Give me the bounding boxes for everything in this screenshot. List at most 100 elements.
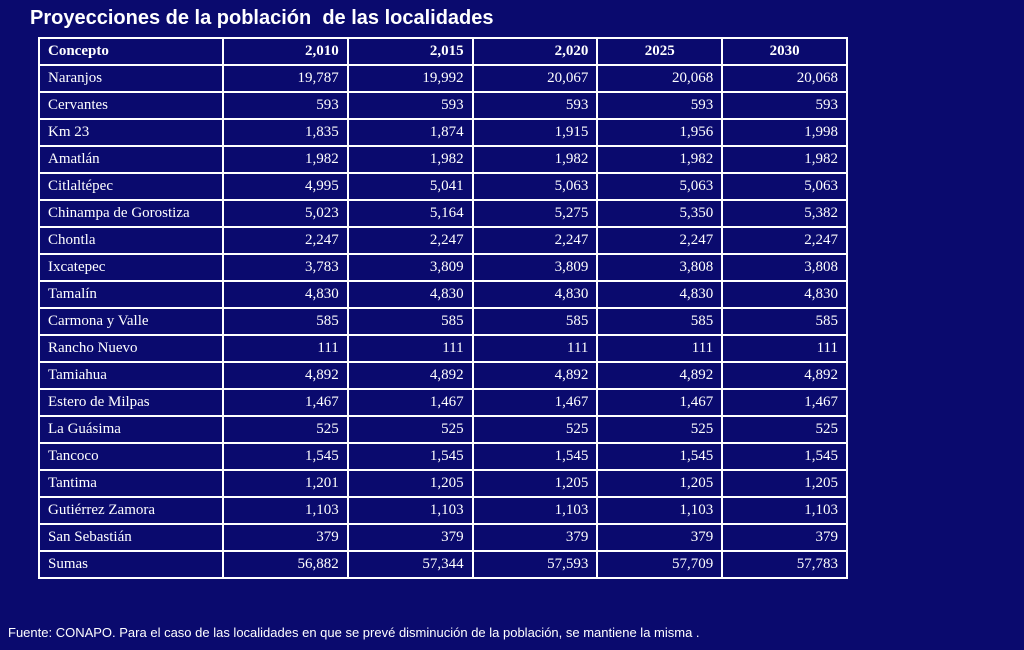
population-value-cell: 1,545 — [346, 442, 474, 471]
population-value-cell: 1,915 — [471, 118, 599, 147]
locality-name-cell: Gutiérrez Zamora — [38, 496, 224, 525]
population-value-cell: 4,830 — [222, 280, 349, 309]
population-value-cell: 1,205 — [471, 469, 599, 498]
population-value-cell: 57,593 — [471, 550, 599, 579]
population-value-cell: 2,247 — [721, 226, 848, 255]
table-row: Sumas 56,882 57,344 57,593 57,709 57,783 — [38, 550, 848, 579]
table-row: Carmona y Valle 585 585 585 585 585 — [38, 307, 848, 336]
population-value-cell: 1,956 — [596, 118, 724, 147]
population-value-cell: 1,103 — [471, 496, 599, 525]
population-value-cell: 111 — [346, 334, 474, 363]
population-value-cell: 111 — [471, 334, 599, 363]
population-value-cell: 2,247 — [596, 226, 724, 255]
population-value-cell: 20,068 — [721, 64, 848, 93]
locality-name-cell: Carmona y Valle — [38, 307, 224, 336]
column-header-2025: 2025 — [596, 37, 724, 66]
population-value-cell: 1,982 — [596, 145, 724, 174]
population-value-cell: 1,205 — [721, 469, 848, 498]
population-value-cell: 5,164 — [346, 199, 474, 228]
population-value-cell: 4,830 — [346, 280, 474, 309]
population-value-cell: 593 — [471, 91, 599, 120]
table-row: Km 23 1,835 1,874 1,915 1,956 1,998 — [38, 118, 848, 147]
locality-name-cell: Amatlán — [38, 145, 224, 174]
population-value-cell: 1,982 — [471, 145, 599, 174]
population-value-cell: 111 — [222, 334, 349, 363]
population-value-cell: 57,783 — [721, 550, 848, 579]
population-value-cell: 57,709 — [596, 550, 724, 579]
table-row: Rancho Nuevo 111 111 111 111 111 — [38, 334, 848, 363]
population-value-cell: 4,830 — [471, 280, 599, 309]
table-row: Cervantes 593 593 593 593 593 — [38, 91, 848, 120]
population-value-cell: 1,205 — [596, 469, 724, 498]
population-value-cell: 5,063 — [596, 172, 724, 201]
population-value-cell: 4,892 — [471, 361, 599, 390]
table-row: Tamiahua 4,892 4,892 4,892 4,892 4,892 — [38, 361, 848, 390]
locality-name-cell: Tamalín — [38, 280, 224, 309]
locality-name-cell: Tamiahua — [38, 361, 224, 390]
population-value-cell: 1,467 — [721, 388, 848, 417]
population-value-cell: 19,992 — [346, 64, 474, 93]
population-value-cell: 1,467 — [471, 388, 599, 417]
table-row: Gutiérrez Zamora 1,103 1,103 1,103 1,103 1,10… — [38, 496, 848, 525]
column-header-concepto: Concepto — [38, 37, 224, 66]
locality-name-cell: San Sebastián — [38, 523, 224, 552]
population-value-cell: 4,892 — [721, 361, 848, 390]
population-value-cell: 5,023 — [222, 199, 349, 228]
population-value-cell: 111 — [596, 334, 724, 363]
population-value-cell: 5,063 — [721, 172, 848, 201]
population-value-cell: 1,103 — [346, 496, 474, 525]
population-value-cell: 585 — [346, 307, 474, 336]
population-value-cell: 3,808 — [596, 253, 724, 282]
population-value-cell: 1,835 — [222, 118, 349, 147]
table-body: Naranjos 19,787 19,992 20,067 20,068 20,068 Ce… — [38, 64, 848, 579]
locality-name-cell: Sumas — [38, 550, 224, 579]
population-value-cell: 1,545 — [222, 442, 349, 471]
table-row: Tancoco 1,545 1,545 1,545 1,545 1,545 — [38, 442, 848, 471]
population-value-cell: 19,787 — [222, 64, 349, 93]
population-value-cell: 593 — [721, 91, 848, 120]
table-row: Chinampa de Gorostiza 5,023 5,164 5,275 5,35… — [38, 199, 848, 228]
table-row: Estero de Milpas 1,467 1,467 1,467 1,467 1,46… — [38, 388, 848, 417]
population-value-cell: 56,882 — [222, 550, 349, 579]
locality-name-cell: Tancoco — [38, 442, 224, 471]
population-value-cell: 1,103 — [721, 496, 848, 525]
population-value-cell: 585 — [471, 307, 599, 336]
locality-name-cell: Km 23 — [38, 118, 224, 147]
population-value-cell: 525 — [222, 415, 349, 444]
population-value-cell: 4,892 — [596, 361, 724, 390]
locality-name-cell: Estero de Milpas — [38, 388, 224, 417]
population-value-cell: 1,205 — [346, 469, 474, 498]
table-header-row: Concepto 2,010 2,015 2,020 2025 2030 — [38, 37, 848, 66]
population-value-cell: 5,275 — [471, 199, 599, 228]
population-value-cell: 1,201 — [222, 469, 349, 498]
population-value-cell: 1,467 — [596, 388, 724, 417]
population-value-cell: 5,382 — [721, 199, 848, 228]
population-value-cell: 379 — [596, 523, 724, 552]
population-value-cell: 525 — [721, 415, 848, 444]
population-value-cell: 5,350 — [596, 199, 724, 228]
column-header-2010: 2,010 — [222, 37, 349, 66]
population-value-cell: 3,809 — [471, 253, 599, 282]
page-title: Proyecciones de la población de las loca… — [30, 7, 494, 29]
locality-name-cell: Cervantes — [38, 91, 224, 120]
source-footnote: Fuente: CONAPO. Para el caso de las loca… — [8, 625, 700, 640]
population-value-cell: 379 — [721, 523, 848, 552]
table-row: Amatlán 1,982 1,982 1,982 1,982 1,982 — [38, 145, 848, 174]
population-value-cell: 20,068 — [596, 64, 724, 93]
population-table: Concepto 2,010 2,015 2,020 2025 2030 Nar… — [38, 37, 848, 579]
population-value-cell: 57,344 — [346, 550, 474, 579]
population-value-cell: 1,103 — [222, 496, 349, 525]
table-row: Tantima 1,201 1,205 1,205 1,205 1,205 — [38, 469, 848, 498]
locality-name-cell: Tantima — [38, 469, 224, 498]
population-value-cell: 20,067 — [471, 64, 599, 93]
population-value-cell: 379 — [222, 523, 349, 552]
population-value-cell: 525 — [346, 415, 474, 444]
population-value-cell: 585 — [596, 307, 724, 336]
population-value-cell: 593 — [596, 91, 724, 120]
population-value-cell: 379 — [471, 523, 599, 552]
table-row: Chontla 2,247 2,247 2,247 2,247 2,247 — [38, 226, 848, 255]
population-value-cell: 3,809 — [346, 253, 474, 282]
population-value-cell: 4,830 — [596, 280, 724, 309]
population-value-cell: 1,545 — [471, 442, 599, 471]
table-row: San Sebastián 379 379 379 379 379 — [38, 523, 848, 552]
